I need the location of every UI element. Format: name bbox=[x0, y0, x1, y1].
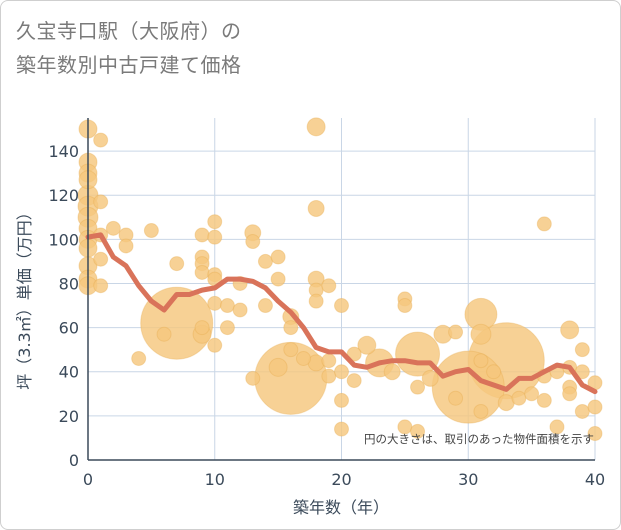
data-point bbox=[268, 357, 288, 377]
data-point bbox=[397, 298, 413, 314]
data-point bbox=[334, 392, 349, 408]
data-point bbox=[448, 324, 464, 340]
data-point bbox=[536, 216, 552, 232]
data-point bbox=[131, 351, 147, 367]
data-point bbox=[93, 194, 109, 210]
data-point bbox=[283, 342, 299, 358]
data-point bbox=[219, 320, 235, 336]
data-point bbox=[308, 293, 324, 309]
data-point bbox=[143, 223, 159, 239]
data-point bbox=[321, 278, 337, 294]
data-point bbox=[156, 326, 172, 342]
bubble-layer bbox=[77, 117, 603, 442]
x-axis-title: 築年数（年） bbox=[293, 498, 389, 517]
chart-title-line1: 久宝寺口駅（大阪府）の bbox=[16, 19, 242, 43]
data-point bbox=[410, 379, 426, 395]
data-point bbox=[295, 351, 311, 367]
data-point bbox=[207, 295, 223, 311]
data-point bbox=[334, 421, 349, 437]
data-point bbox=[93, 278, 109, 294]
data-point bbox=[207, 229, 223, 245]
axes bbox=[87, 118, 595, 461]
trend-line bbox=[85, 232, 598, 395]
data-point bbox=[105, 220, 121, 236]
data-point bbox=[194, 320, 210, 336]
data-point bbox=[334, 298, 349, 314]
data-point bbox=[207, 337, 223, 353]
data-point bbox=[560, 320, 580, 340]
data-point bbox=[470, 323, 492, 345]
data-point bbox=[473, 353, 489, 369]
data-point bbox=[245, 234, 261, 250]
data-point bbox=[357, 335, 377, 355]
y-axis-title: 坪（3.3㎡）単価（万円） bbox=[15, 204, 34, 389]
data-point bbox=[524, 386, 540, 402]
data-point bbox=[587, 426, 603, 442]
chart-title: 久宝寺口駅（大阪府）の 築年数別中古戸建て価格 bbox=[16, 14, 242, 82]
y-tick-label: 120 bbox=[48, 186, 79, 205]
y-tick-label: 0 bbox=[69, 451, 79, 470]
data-point bbox=[334, 364, 349, 380]
data-point bbox=[232, 302, 248, 318]
data-point bbox=[194, 227, 210, 243]
data-point bbox=[257, 298, 273, 314]
data-point bbox=[397, 419, 413, 435]
data-point bbox=[448, 390, 464, 406]
data-point bbox=[306, 117, 326, 137]
data-point bbox=[245, 370, 261, 386]
data-point bbox=[511, 390, 527, 406]
data-point bbox=[346, 346, 362, 362]
y-tick-label: 140 bbox=[48, 142, 79, 161]
data-point bbox=[473, 403, 489, 419]
y-tick-label: 60 bbox=[59, 319, 79, 338]
data-point bbox=[118, 238, 134, 254]
data-point bbox=[536, 392, 552, 408]
y-tick-label: 80 bbox=[59, 274, 79, 293]
data-point bbox=[270, 249, 286, 265]
data-point bbox=[574, 342, 590, 358]
data-point bbox=[321, 353, 337, 369]
data-point bbox=[574, 403, 590, 419]
data-point bbox=[562, 386, 578, 402]
data-point bbox=[410, 423, 426, 439]
data-point bbox=[321, 368, 337, 384]
x-tick-label: 0 bbox=[83, 470, 93, 489]
data-point bbox=[307, 199, 325, 217]
data-point bbox=[486, 364, 502, 380]
data-point bbox=[587, 399, 603, 415]
data-point bbox=[421, 369, 439, 387]
data-point bbox=[383, 363, 401, 381]
data-point bbox=[93, 132, 109, 148]
y-tick-label: 40 bbox=[59, 363, 79, 382]
data-point bbox=[395, 331, 441, 377]
data-point bbox=[194, 264, 210, 280]
data-point bbox=[207, 214, 223, 230]
data-point bbox=[549, 419, 565, 435]
data-point bbox=[169, 256, 185, 272]
data-point bbox=[93, 251, 109, 267]
x-tick-label: 30 bbox=[458, 470, 478, 489]
data-point bbox=[219, 298, 235, 314]
data-point bbox=[257, 253, 273, 269]
x-tick-label: 40 bbox=[585, 470, 605, 489]
data-point bbox=[283, 320, 299, 336]
x-tick-label: 10 bbox=[205, 470, 225, 489]
data-point bbox=[270, 271, 286, 287]
data-point bbox=[346, 373, 362, 389]
x-tick-label: 20 bbox=[331, 470, 351, 489]
size-note: 円の大きさは、取引のあった物件面積を示す bbox=[364, 432, 594, 446]
y-tick-label: 100 bbox=[48, 230, 79, 249]
tick-labels: 0 10 20 30 40 0 20 40 60 80 100 120 140 bbox=[48, 142, 605, 489]
chart-title-line2: 築年数別中古戸建て価格 bbox=[16, 53, 242, 77]
y-tick-label: 20 bbox=[59, 407, 79, 426]
